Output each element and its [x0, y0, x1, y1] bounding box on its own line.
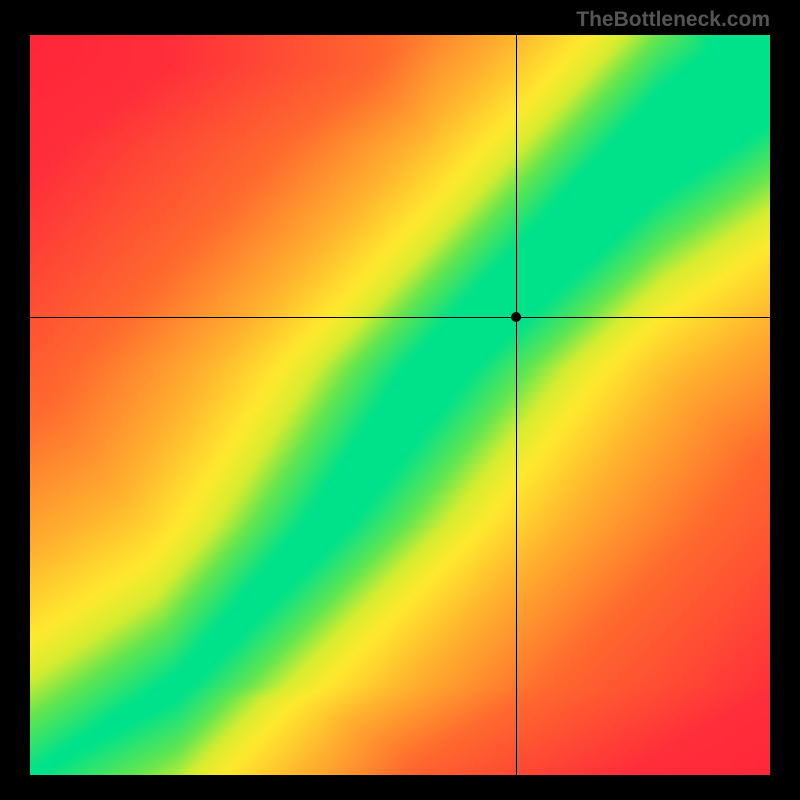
- watermark-text: TheBottleneck.com: [576, 8, 770, 32]
- bottleneck-heatmap: [30, 35, 770, 775]
- crosshair-marker: [511, 312, 521, 322]
- crosshair-vertical: [516, 35, 517, 775]
- crosshair-horizontal: [30, 317, 770, 318]
- heatmap-canvas: [30, 35, 770, 775]
